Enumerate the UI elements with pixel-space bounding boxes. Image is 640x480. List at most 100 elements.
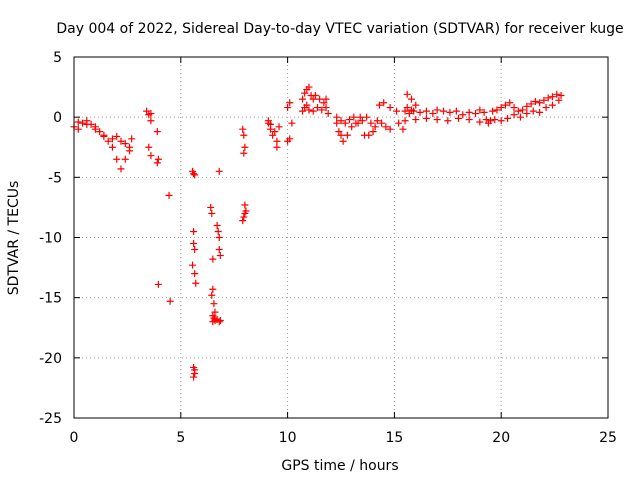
data-point <box>410 107 418 115</box>
data-point <box>191 246 199 254</box>
y-axis-label: SDTVAR / TECUs <box>6 181 22 296</box>
data-point <box>208 291 216 299</box>
data-points <box>70 83 565 381</box>
data-point <box>337 131 345 139</box>
data-point <box>382 123 390 131</box>
data-point <box>241 209 249 217</box>
data-point <box>555 96 563 104</box>
data-point <box>433 116 441 124</box>
plot-frame <box>73 56 609 419</box>
data-point <box>452 107 460 115</box>
data-point <box>516 113 524 121</box>
data-point <box>216 252 224 260</box>
data-point <box>91 125 99 133</box>
data-point <box>113 132 121 140</box>
data-point <box>399 125 407 133</box>
data-point <box>322 95 330 103</box>
data-point <box>529 107 537 115</box>
y-tick-label: -15 <box>39 291 62 307</box>
data-point <box>378 119 386 127</box>
data-point <box>416 108 424 116</box>
data-point <box>191 270 199 278</box>
data-point <box>108 135 116 143</box>
data-point <box>213 221 221 229</box>
data-point <box>403 90 411 98</box>
data-point <box>215 167 223 175</box>
data-point <box>440 107 448 115</box>
data-point <box>459 111 467 119</box>
y-tick-label: 0 <box>53 110 62 126</box>
data-point <box>316 95 324 103</box>
data-point <box>267 120 275 128</box>
data-point <box>350 113 358 121</box>
data-point <box>309 107 317 115</box>
x-tick-label: 25 <box>599 430 617 446</box>
data-point <box>510 111 518 119</box>
data-point <box>446 108 454 116</box>
data-point <box>190 170 198 178</box>
data-point <box>269 131 277 139</box>
y-tick-label: -25 <box>39 411 62 427</box>
data-point <box>192 279 200 287</box>
data-point <box>288 119 296 127</box>
y-tick-label: 5 <box>53 50 62 66</box>
data-point <box>100 131 108 139</box>
data-point <box>339 137 347 145</box>
data-point <box>191 366 199 374</box>
data-point <box>305 83 313 91</box>
data-point <box>241 201 249 209</box>
data-point <box>309 95 317 103</box>
data-point <box>373 117 381 125</box>
data-point <box>275 123 283 131</box>
data-point <box>240 131 248 139</box>
data-point <box>209 255 217 263</box>
x-tick-label: 15 <box>385 430 403 446</box>
data-point <box>480 108 488 116</box>
data-point <box>320 99 328 107</box>
data-point <box>371 123 379 131</box>
data-point <box>126 147 134 155</box>
data-point <box>147 110 155 118</box>
data-point <box>284 104 292 112</box>
data-point <box>343 131 351 139</box>
data-point <box>544 94 552 102</box>
data-point <box>497 117 505 125</box>
data-point <box>189 261 197 269</box>
data-point <box>523 102 531 110</box>
data-point <box>121 155 129 163</box>
data-point <box>240 213 248 221</box>
data-point <box>472 110 480 118</box>
data-point <box>489 107 497 115</box>
data-point <box>444 117 452 125</box>
data-point <box>190 373 198 381</box>
data-point <box>216 317 224 325</box>
data-point <box>403 104 411 112</box>
data-point <box>365 131 373 139</box>
data-point <box>504 114 512 122</box>
data-point <box>395 119 403 127</box>
data-point <box>407 95 415 103</box>
data-point <box>346 116 354 124</box>
data-point <box>147 152 155 160</box>
data-point <box>548 101 556 109</box>
data-point <box>333 113 341 121</box>
data-point <box>143 107 151 115</box>
data-point <box>154 280 162 288</box>
data-point <box>154 155 162 163</box>
data-point <box>209 285 217 293</box>
data-point <box>153 159 161 167</box>
x-axis-label: GPS time / hours <box>281 458 398 474</box>
axis-ticks: 0 5 10 15 20 25 5 0 -5 -10 -15 -20 -25 <box>39 50 617 446</box>
data-point <box>74 125 82 133</box>
data-point <box>299 107 307 115</box>
data-point <box>286 99 294 107</box>
data-point <box>241 143 249 151</box>
data-point <box>117 137 125 145</box>
data-point <box>523 110 531 118</box>
data-point <box>273 137 281 145</box>
y-tick-label: -10 <box>39 231 62 247</box>
data-point <box>96 128 104 136</box>
data-point <box>147 117 155 125</box>
x-tick-label: 5 <box>176 430 185 446</box>
